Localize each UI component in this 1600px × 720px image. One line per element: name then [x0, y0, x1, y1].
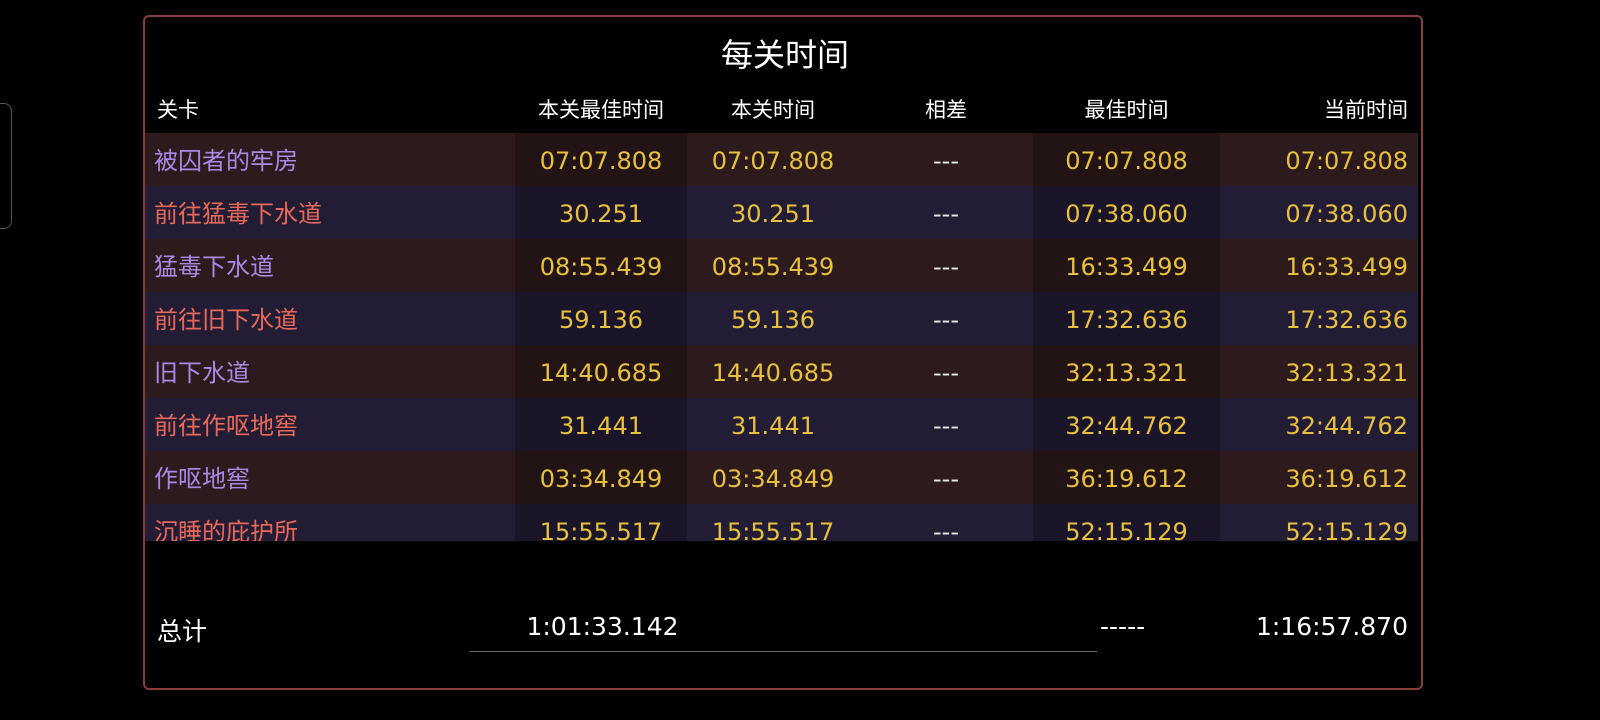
- column-shade: [515, 186, 687, 239]
- time-cell: 07:38.060: [1285, 200, 1408, 228]
- time-cell: ---: [933, 253, 959, 281]
- column-header: 本关时间: [731, 98, 815, 122]
- table-row: 旧下水道 14:40.685 14:40.685 --- 32:13.321 32:13.…: [145, 345, 1418, 398]
- column-shade: [1033, 398, 1220, 451]
- time-cell: 31.441: [731, 412, 815, 440]
- column-shade: [515, 239, 687, 292]
- time-cell: ---: [933, 412, 959, 440]
- time-cell: ---: [933, 465, 959, 493]
- time-cell: 08:55.439: [711, 253, 835, 281]
- time-cell: 32:44.762: [1065, 412, 1188, 440]
- level-name: 前往作呕地窖: [154, 412, 298, 440]
- time-cell: 14:40.685: [539, 359, 663, 387]
- column-shade: [515, 292, 687, 345]
- time-cell: 36:19.612: [1285, 465, 1408, 493]
- time-cell: 32:13.321: [1065, 359, 1188, 387]
- column-shade: [1033, 504, 1220, 541]
- level-name: 前往猛毒下水道: [154, 200, 322, 228]
- time-cell: 30.251: [731, 200, 815, 228]
- time-cell: 03:34.849: [711, 465, 835, 493]
- level-name: 前往旧下水道: [154, 306, 298, 334]
- total-diff: -----: [1100, 612, 1146, 641]
- column-header: 最佳时间: [1084, 98, 1169, 122]
- column-shade: [515, 451, 687, 504]
- time-cell: 07:07.808: [539, 147, 663, 175]
- column-header: 本关最佳时间: [538, 98, 664, 122]
- column-shade: [515, 133, 687, 186]
- time-cell: 16:33.499: [1285, 253, 1408, 281]
- time-cell: ---: [933, 359, 959, 387]
- time-cell: 31.441: [559, 412, 643, 440]
- time-cell: 07:07.808: [1285, 147, 1408, 175]
- total-best: 1:01:33.142: [526, 612, 679, 641]
- time-cell: 32:13.321: [1285, 359, 1408, 387]
- level-name: 沉睡的庇护所: [154, 518, 298, 541]
- level-name: 猛毒下水道: [154, 253, 274, 281]
- time-cell: 59.136: [731, 306, 815, 334]
- column-shade: [1033, 345, 1220, 398]
- time-cell: ---: [933, 200, 959, 228]
- time-cell: 30.251: [559, 200, 643, 228]
- column-shade: [1033, 133, 1220, 186]
- time-cell: ---: [933, 306, 959, 334]
- level-name: 旧下水道: [154, 359, 250, 387]
- table-row: 猛毒下水道 08:55.439 08:55.439 --- 16:33.499 16:33…: [145, 239, 1418, 292]
- time-cell: 14:40.685: [711, 359, 835, 387]
- column-shade: [1033, 451, 1220, 504]
- column-shade: [1033, 186, 1220, 239]
- time-cell: 16:33.499: [1065, 253, 1188, 281]
- table-row: 作呕地窖 03:34.849 03:34.849 --- 36:19.612 36:19.…: [145, 451, 1418, 504]
- time-cell: 17:32.636: [1285, 306, 1408, 334]
- column-shade: [515, 345, 687, 398]
- time-cell: ---: [933, 147, 959, 175]
- time-cell: ---: [933, 518, 959, 541]
- column-shade: [515, 398, 687, 451]
- time-cell: 07:07.808: [711, 147, 835, 175]
- time-cell: 15:55.517: [539, 518, 663, 541]
- time-cell: 59.136: [559, 306, 643, 334]
- column-header: 当前时间: [1324, 98, 1408, 122]
- table-row: 前往作呕地窖 31.441 31.441 --- 32:44.762 32:44.762: [145, 398, 1418, 451]
- total-current: 1:16:57.870: [1255, 612, 1408, 641]
- table-row: 被囚者的牢房 07:07.808 07:07.808 --- 07:07.808 07:0…: [145, 133, 1418, 186]
- level-name: 被囚者的牢房: [154, 147, 298, 175]
- time-cell: 03:34.849: [539, 465, 663, 493]
- time-cell: 08:55.439: [539, 253, 663, 281]
- time-cell: 32:44.762: [1285, 412, 1408, 440]
- device-edge: [0, 103, 12, 229]
- column-shade: [515, 504, 687, 541]
- table-row: 前往旧下水道 59.136 59.136 --- 17:32.636 17:32.636: [145, 292, 1418, 345]
- time-cell: 36:19.612: [1065, 465, 1188, 493]
- underline: [470, 651, 1097, 652]
- total-label: 总计: [157, 617, 208, 646]
- panel: [143, 15, 1423, 690]
- time-cell: 07:07.808: [1065, 147, 1188, 175]
- level-name: 作呕地窖: [154, 465, 250, 493]
- time-cell: 52:15.129: [1285, 518, 1408, 541]
- column-shade: [1033, 239, 1220, 292]
- rows: 被囚者的牢房 07:07.808 07:07.808 --- 07:07.808 07:0…: [145, 133, 1418, 541]
- column-header: 关卡: [157, 98, 199, 122]
- table-row: 前往猛毒下水道 30.251 30.251 --- 07:38.060 07:38.060: [145, 186, 1418, 239]
- column-header: 相差: [925, 98, 967, 122]
- time-cell: 15:55.517: [711, 518, 835, 541]
- title: 每关时间: [720, 36, 849, 74]
- time-cell: 17:32.636: [1065, 306, 1188, 334]
- table-row: 沉睡的庇护所 15:55.517 15:55.517 --- 52:15.129 52:1…: [145, 504, 1418, 541]
- time-cell: 07:38.060: [1065, 200, 1188, 228]
- time-cell: 52:15.129: [1065, 518, 1188, 541]
- column-shade: [1033, 292, 1220, 345]
